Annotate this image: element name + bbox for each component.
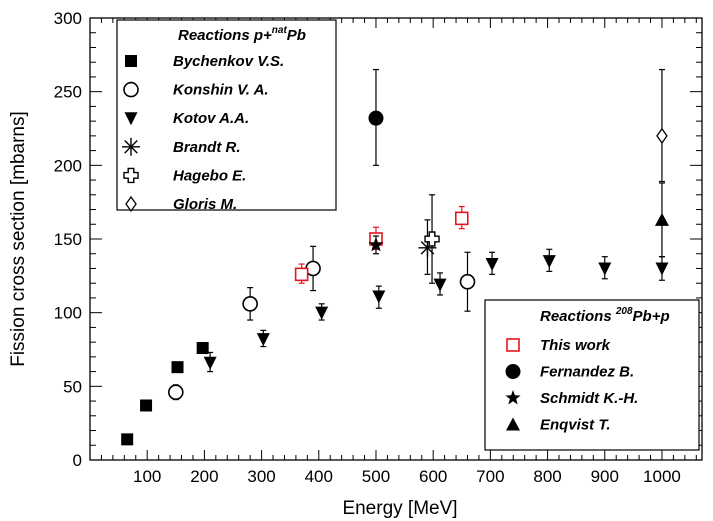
legend-label: Konshin V. A. xyxy=(173,82,269,99)
x-tick-label: 1000 xyxy=(643,467,681,486)
y-tick-label: 100 xyxy=(54,304,82,323)
x-tick-label: 400 xyxy=(305,467,333,486)
data-point xyxy=(169,385,183,399)
y-tick-label: 150 xyxy=(54,230,82,249)
legend-label: Hagebo E. xyxy=(173,167,246,184)
legend-marker xyxy=(507,339,519,351)
legend-label: Enqvist T. xyxy=(540,417,611,434)
legend-208pbp-title: Reactions 208Pb+p xyxy=(540,306,670,325)
x-tick-label: 200 xyxy=(190,467,218,486)
x-tick-label: 100 xyxy=(133,467,161,486)
y-tick-label: 50 xyxy=(63,377,82,396)
legend-marker xyxy=(122,138,140,156)
data-point xyxy=(243,297,257,311)
legend-208pbp: Reactions 208Pb+p This work Fernandez B. S… xyxy=(485,300,699,450)
legend-label: Fernandez B. xyxy=(540,364,634,381)
data-point xyxy=(296,268,308,280)
legend-label: Kotov A.A. xyxy=(173,110,249,127)
y-axis-label: Fission cross section [mbarns] xyxy=(8,111,29,367)
data-point xyxy=(197,342,209,354)
legend-pnatpb: Reactions p+natPb Bychenkov V.S. Konshin … xyxy=(117,20,336,213)
y-tick-label: 300 xyxy=(54,9,82,28)
data-point xyxy=(121,433,133,445)
data-point xyxy=(460,275,474,289)
data-point xyxy=(172,361,184,373)
y-tick-label: 250 xyxy=(54,83,82,102)
legend-label: Brandt R. xyxy=(173,139,241,156)
y-tick-label: 0 xyxy=(73,451,82,470)
legend-label: Gloris M. xyxy=(173,196,237,213)
data-point xyxy=(140,399,152,411)
legend-marker xyxy=(125,55,137,67)
y-tick-label: 200 xyxy=(54,156,82,175)
x-axis-label: Energy [MeV] xyxy=(342,498,457,519)
legend-label: Schmidt K.-H. xyxy=(540,390,638,407)
x-tick-label: 600 xyxy=(419,467,447,486)
x-tick-label: 700 xyxy=(476,467,504,486)
legend-marker xyxy=(124,83,138,97)
legend-pnatpb-title: Reactions p+natPb xyxy=(178,25,306,44)
x-tick-label: 900 xyxy=(591,467,619,486)
data-point xyxy=(368,111,383,126)
data-point xyxy=(456,212,468,224)
legend-marker xyxy=(506,364,521,379)
x-tick-label: 800 xyxy=(533,467,561,486)
legend-label: This work xyxy=(540,337,611,354)
x-tick-label: 500 xyxy=(362,467,390,486)
x-tick-label: 300 xyxy=(247,467,275,486)
legend-label: Bychenkov V.S. xyxy=(173,53,284,70)
